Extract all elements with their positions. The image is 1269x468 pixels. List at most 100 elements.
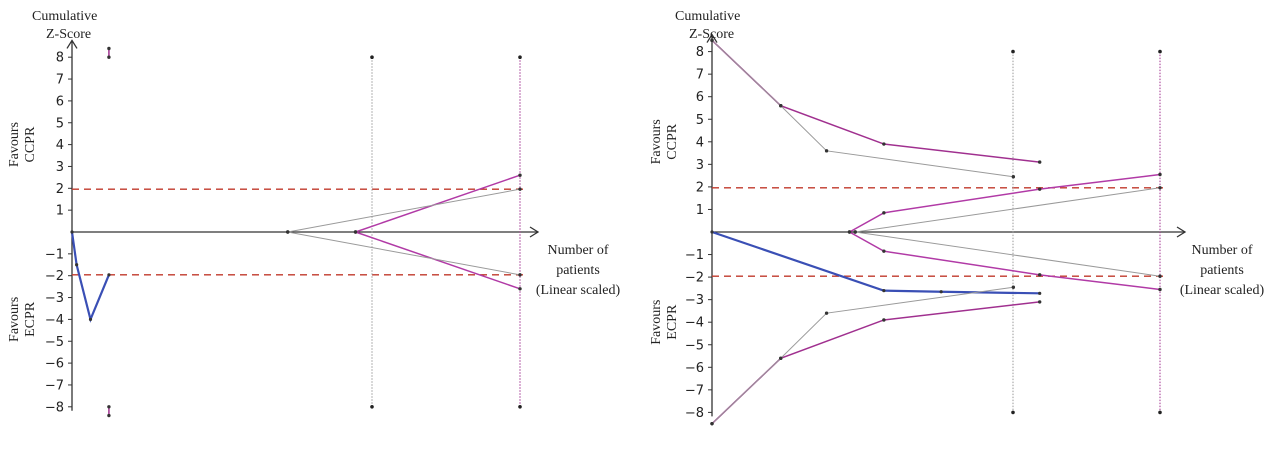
series-point [518, 187, 522, 191]
y-tick-label: −2 [685, 271, 704, 286]
y-tick-label: 1 [56, 204, 64, 219]
series-line [355, 174, 521, 233]
side-label-bottom-word1: Favours [7, 297, 22, 342]
y-axis-title-line2: Z-Score [46, 27, 91, 42]
series-point [1037, 160, 1042, 164]
series-line [711, 39, 1040, 163]
y-axis-title-line2: Z-Score [689, 27, 734, 42]
series-point [1011, 285, 1016, 289]
y-axis-arrow [66, 39, 78, 49]
series-line [855, 187, 1161, 233]
series-point [882, 211, 886, 215]
series-point [1158, 274, 1162, 278]
series-point [353, 230, 358, 234]
y-tick-label: −1 [685, 248, 704, 263]
series-point [779, 356, 783, 360]
x-axis-title-line1: Number of [1191, 243, 1252, 258]
series-point [107, 46, 111, 51]
side-label-bottom-word1: Favours [649, 300, 664, 345]
y-tick-label: 4 [696, 135, 704, 150]
series-point [107, 413, 111, 418]
y-tick-label: −5 [685, 338, 704, 353]
y-tick-label: 2 [696, 180, 704, 195]
ris-line-end-bottom [1011, 410, 1015, 415]
series-point [1037, 273, 1042, 277]
series-line [355, 231, 521, 290]
x-axis-arrow [1176, 226, 1187, 238]
x-axis-title-line3: (Linear scaled) [1180, 283, 1265, 298]
y-axis-title-line1: Cumulative [675, 9, 740, 24]
panel-a: 8 7 6 5 4 3 2 1 −1 −2 −3 −4 −5 −6 −7 −8 Cumulative Z-Scor… [7, 9, 621, 418]
y-tick-label: 7 [56, 73, 64, 88]
series-point [518, 287, 522, 291]
series-point [107, 273, 111, 277]
series-line [849, 231, 1161, 291]
ris-line-end-bottom [518, 405, 522, 409]
y-tick-label: −8 [685, 406, 704, 421]
series-line [711, 230, 1040, 295]
y-tick-label: −6 [685, 361, 704, 376]
series-point [1158, 287, 1162, 292]
y-tick-label: −5 [45, 335, 64, 350]
series-point [107, 55, 111, 59]
series-point [882, 249, 886, 253]
ris-line-end-bottom [1158, 410, 1162, 415]
side-label-top-word1: Favours [649, 119, 664, 164]
series-point [1011, 175, 1016, 179]
series-point [1038, 291, 1042, 295]
series-point [286, 230, 290, 234]
series-line [711, 286, 1014, 425]
y-tick-label: −2 [45, 269, 64, 284]
side-label-top-word1: Favours [7, 122, 22, 167]
y-tick-label: 6 [696, 90, 704, 105]
x-axis-arrow [529, 226, 540, 238]
y-tick-label: 3 [56, 160, 64, 175]
series-line [287, 188, 521, 233]
series-point [882, 318, 886, 322]
series-line [855, 231, 1161, 277]
panel-b: 8 7 6 5 4 3 2 1 −1 −2 −3 −4 −5 −6 −7 −8 Cumulative Z-Scor… [649, 9, 1265, 426]
y-tick-label: 6 [56, 94, 64, 109]
y-tick-label: 7 [696, 68, 704, 83]
series-line [70, 231, 110, 323]
series-line [711, 301, 1040, 425]
series-point [824, 311, 829, 315]
y-tick-label: −6 [45, 357, 64, 372]
ris-line-end-top [370, 55, 374, 59]
y-tick-label: −3 [685, 293, 704, 308]
ris-line-end-top [1011, 49, 1015, 54]
x-axis-title-line3: (Linear scaled) [536, 283, 621, 298]
y-tick-label: −4 [45, 313, 64, 328]
series-point [518, 173, 522, 177]
series-point [70, 230, 74, 234]
x-axis-title-line1: Number of [547, 243, 608, 258]
series-line [287, 231, 521, 276]
y-tick-label: 1 [696, 203, 704, 218]
series-point [939, 290, 943, 294]
x-axis-title-line2: patients [1200, 263, 1244, 278]
x-axis-title-line2: patients [556, 263, 600, 278]
series-line [849, 173, 1161, 233]
series-point [882, 142, 886, 146]
y-tick-label: 8 [56, 51, 64, 66]
series-point [824, 149, 829, 153]
y-tick-label: 5 [696, 113, 704, 128]
series-point [1158, 172, 1162, 177]
y-axis-arrow [706, 33, 718, 43]
side-label-bottom-word2: ECPR [23, 301, 38, 337]
side-label-bottom-word2: ECPR [665, 304, 680, 340]
y-tick-label: −4 [685, 316, 704, 331]
ris-line-end-top [518, 55, 522, 59]
series-point [710, 421, 714, 426]
series-point [1158, 186, 1162, 190]
ris-line-end-bottom [370, 405, 374, 409]
series-point [710, 38, 714, 43]
side-label-top-word2: CCPR [665, 123, 680, 159]
series-point [1037, 300, 1042, 304]
series-point [853, 230, 857, 234]
y-tick-label: −3 [45, 291, 64, 306]
y-tick-label: 4 [56, 138, 64, 153]
series-point [75, 263, 79, 267]
y-tick-label: 5 [56, 116, 64, 131]
